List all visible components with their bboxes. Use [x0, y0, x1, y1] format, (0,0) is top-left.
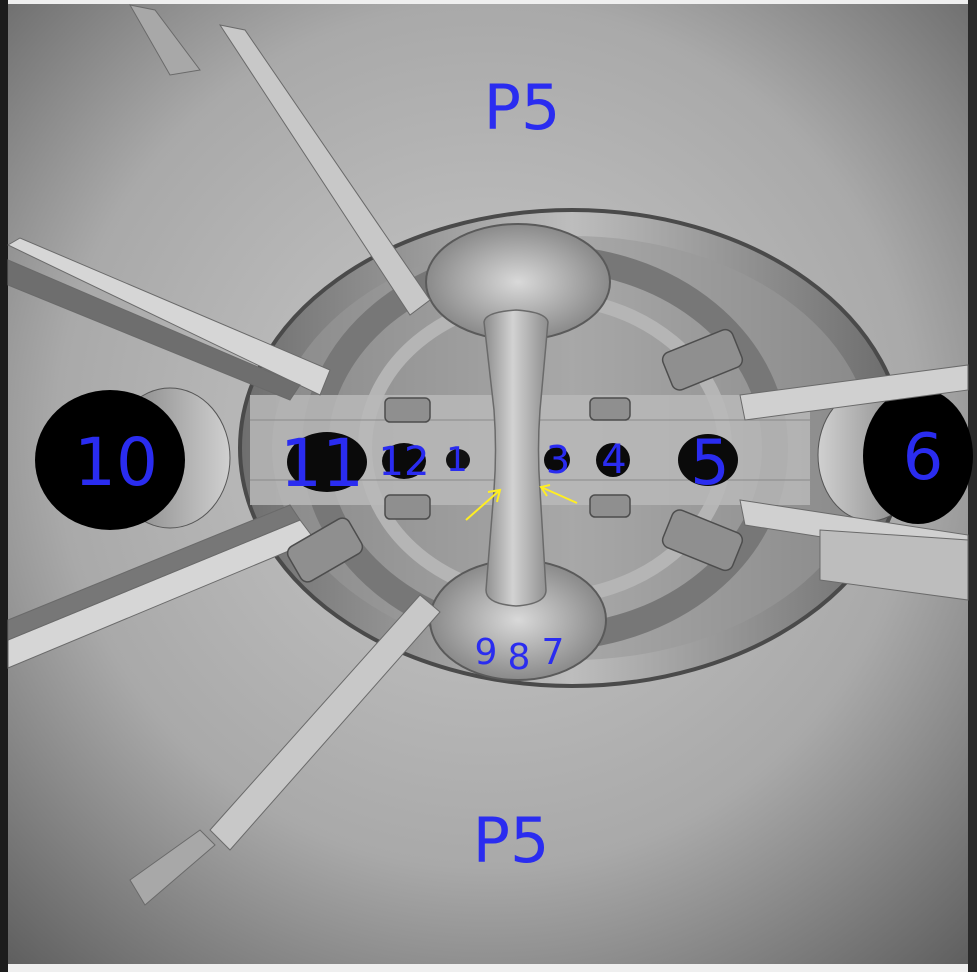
yellow-arrows — [465, 484, 578, 521]
label-bottom-port: P5 — [472, 804, 550, 877]
port-hole-5 — [678, 434, 738, 486]
label-port-4: 4 — [601, 437, 627, 483]
label-port-11: 11 — [280, 425, 364, 502]
label-port-8: 8 — [507, 637, 531, 678]
label-top-port: P5 — [483, 71, 561, 144]
port-hole-11 — [287, 432, 367, 492]
port-hole-3 — [544, 447, 570, 473]
label-port-1: 1 — [446, 440, 468, 480]
label-port-5: 5 — [690, 426, 730, 499]
port-hole-6 — [863, 388, 973, 524]
port-hole-1 — [446, 449, 470, 471]
port-hole-10 — [35, 390, 185, 530]
label-port-3: 3 — [545, 438, 571, 482]
label-port-10: 10 — [74, 424, 158, 501]
label-port-9: 9 — [474, 632, 498, 673]
label-port-6: 6 — [902, 421, 944, 495]
label-port-12: 12 — [378, 439, 430, 485]
label-port-7: 7 — [541, 632, 565, 673]
port-hole-4 — [596, 443, 630, 477]
central-solenoid-column — [483, 309, 549, 607]
port-hole-12 — [382, 443, 426, 479]
